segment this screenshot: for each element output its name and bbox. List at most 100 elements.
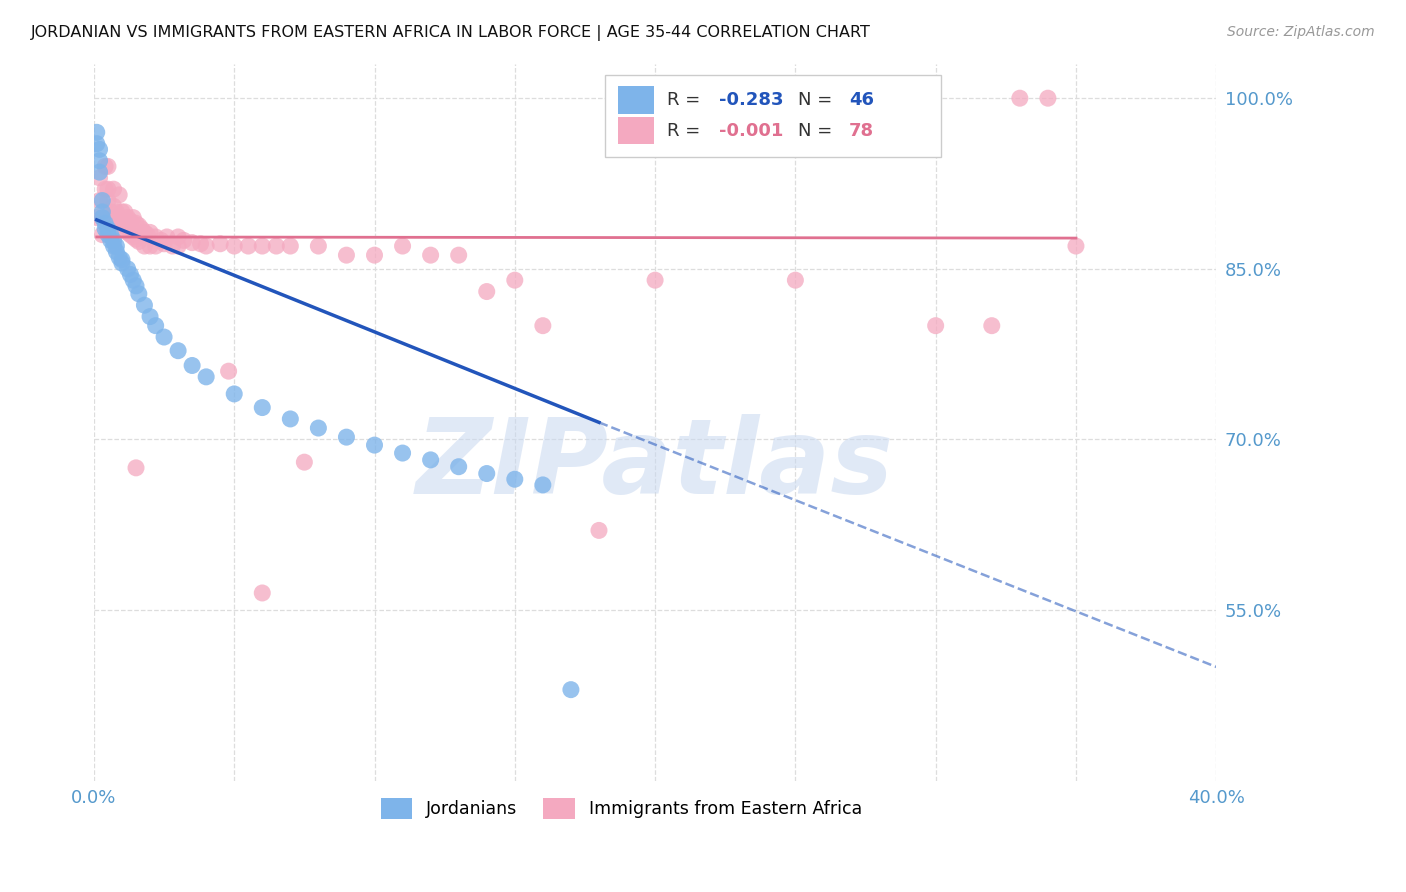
Point bbox=[125, 216, 148, 230]
Point bbox=[105, 205, 128, 219]
Text: N =: N = bbox=[797, 91, 838, 109]
Point bbox=[100, 216, 122, 230]
Point bbox=[134, 239, 156, 253]
Point bbox=[292, 455, 315, 469]
Point bbox=[128, 219, 150, 233]
Point bbox=[153, 330, 176, 344]
Point bbox=[153, 236, 176, 251]
Point bbox=[531, 318, 554, 333]
Point bbox=[134, 298, 156, 312]
Point bbox=[980, 318, 1002, 333]
Point bbox=[103, 199, 125, 213]
Point bbox=[134, 226, 156, 240]
Point bbox=[266, 239, 288, 253]
Point bbox=[238, 239, 260, 253]
Point bbox=[419, 248, 441, 262]
Point bbox=[475, 467, 498, 481]
Point bbox=[131, 222, 153, 236]
Point bbox=[89, 194, 111, 208]
Point bbox=[91, 211, 114, 225]
Point bbox=[97, 222, 120, 236]
Point bbox=[100, 205, 122, 219]
Point bbox=[94, 216, 117, 230]
Point bbox=[117, 226, 139, 240]
FancyBboxPatch shape bbox=[619, 87, 654, 113]
Point bbox=[111, 205, 134, 219]
Point bbox=[103, 182, 125, 196]
Point bbox=[181, 235, 204, 250]
Point bbox=[122, 230, 145, 244]
Point bbox=[105, 244, 128, 259]
Point bbox=[167, 343, 190, 358]
Point bbox=[209, 236, 232, 251]
Point bbox=[195, 369, 218, 384]
Text: R =: R = bbox=[668, 121, 706, 140]
Point bbox=[125, 232, 148, 246]
Point bbox=[924, 318, 946, 333]
Point bbox=[125, 278, 148, 293]
Point bbox=[190, 236, 212, 251]
Point bbox=[335, 430, 357, 444]
Point bbox=[150, 233, 173, 247]
Point bbox=[307, 421, 329, 435]
Text: Source: ZipAtlas.com: Source: ZipAtlas.com bbox=[1227, 25, 1375, 39]
Point bbox=[114, 219, 136, 233]
Point bbox=[120, 268, 142, 282]
Point bbox=[278, 412, 301, 426]
Point bbox=[114, 205, 136, 219]
Point bbox=[145, 239, 167, 253]
Point bbox=[97, 227, 120, 242]
Point bbox=[531, 478, 554, 492]
Point bbox=[111, 214, 134, 228]
Point bbox=[139, 226, 162, 240]
Point bbox=[86, 136, 108, 151]
Point bbox=[108, 251, 131, 265]
Point bbox=[363, 438, 385, 452]
Point bbox=[89, 165, 111, 179]
Point bbox=[91, 194, 114, 208]
Text: -0.001: -0.001 bbox=[718, 121, 783, 140]
Point bbox=[503, 273, 526, 287]
Point bbox=[145, 230, 167, 244]
Point bbox=[136, 227, 159, 242]
Point bbox=[785, 273, 807, 287]
Point bbox=[447, 459, 470, 474]
Point bbox=[391, 239, 413, 253]
Point bbox=[644, 273, 666, 287]
Text: -0.283: -0.283 bbox=[718, 91, 783, 109]
Point bbox=[195, 239, 218, 253]
Point bbox=[156, 230, 179, 244]
Point bbox=[145, 318, 167, 333]
Point bbox=[94, 160, 117, 174]
Point bbox=[167, 230, 190, 244]
Point bbox=[111, 222, 134, 236]
Point bbox=[167, 239, 190, 253]
Text: R =: R = bbox=[668, 91, 706, 109]
Point bbox=[224, 239, 246, 253]
Point bbox=[391, 446, 413, 460]
Point bbox=[252, 401, 274, 415]
Text: ZIPatlas: ZIPatlas bbox=[416, 415, 894, 516]
Point bbox=[94, 222, 117, 236]
Point bbox=[307, 239, 329, 253]
Point bbox=[588, 524, 610, 538]
Point bbox=[120, 214, 142, 228]
Point bbox=[162, 239, 184, 253]
Point bbox=[128, 286, 150, 301]
Point bbox=[97, 182, 120, 196]
Point bbox=[122, 273, 145, 287]
Point bbox=[1008, 91, 1031, 105]
Point bbox=[89, 153, 111, 168]
Point bbox=[91, 227, 114, 242]
Point bbox=[86, 211, 108, 225]
Point bbox=[125, 460, 148, 475]
Point bbox=[89, 142, 111, 156]
Point bbox=[224, 387, 246, 401]
Point bbox=[278, 239, 301, 253]
Point bbox=[108, 211, 131, 225]
Legend: Jordanians, Immigrants from Eastern Africa: Jordanians, Immigrants from Eastern Afri… bbox=[374, 790, 869, 826]
Point bbox=[1036, 91, 1059, 105]
Point bbox=[117, 261, 139, 276]
Point bbox=[94, 182, 117, 196]
Point bbox=[503, 472, 526, 486]
